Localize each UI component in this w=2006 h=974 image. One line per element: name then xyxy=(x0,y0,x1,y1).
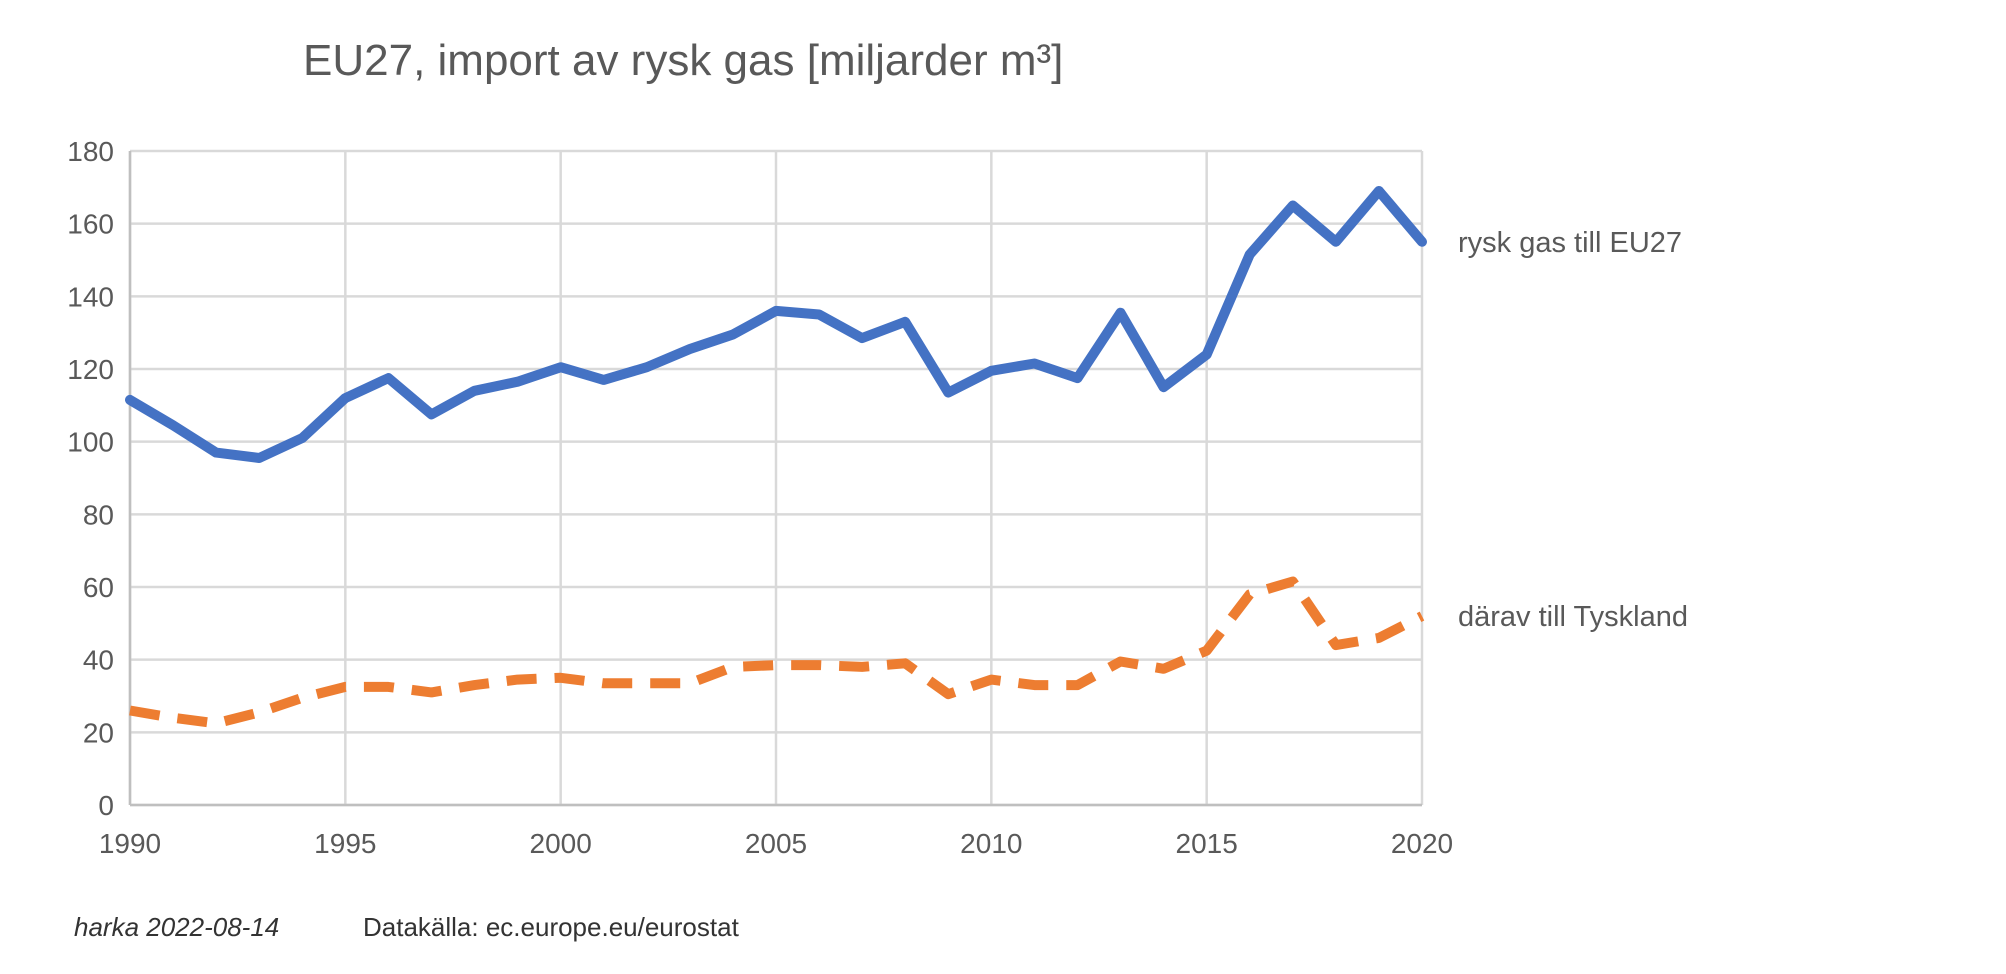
x-tick-label-2015: 2015 xyxy=(1176,828,1238,859)
y-tick-label-100: 100 xyxy=(67,427,114,458)
series-labels: rysk gas till EU27 därav till Tyskland xyxy=(1458,227,1688,633)
x-tick-label-2010: 2010 xyxy=(960,828,1022,859)
y-tick-label-180: 180 xyxy=(67,136,114,167)
x-tick-label-1995: 1995 xyxy=(314,828,376,859)
x-tick-label-1990: 1990 xyxy=(99,828,161,859)
y-tick-label-20: 20 xyxy=(83,717,114,748)
y-tick-label-80: 80 xyxy=(83,499,114,530)
author-credit: harka 2022-08-14 xyxy=(74,912,280,942)
series-label-rysk-gas-till-eu27: rysk gas till EU27 xyxy=(1458,227,1682,259)
y-tick-label-0: 0 xyxy=(98,790,114,821)
chart-title: EU27, import av rysk gas [miljarder m³] xyxy=(303,36,1064,85)
x-tick-label-2000: 2000 xyxy=(530,828,592,859)
y-tick-label-140: 140 xyxy=(67,281,114,312)
y-tick-label-120: 120 xyxy=(67,354,114,385)
y-tick-label-60: 60 xyxy=(83,572,114,603)
axes xyxy=(128,151,1422,807)
y-axis-tick-labels: 0 20 40 60 80 100 120 140 160 180 xyxy=(67,136,114,821)
series-line-rysk-gas-till-eu27 xyxy=(125,186,1427,463)
series-lines xyxy=(125,186,1427,729)
x-tick-label-2005: 2005 xyxy=(745,828,807,859)
x-tick-label-2020: 2020 xyxy=(1391,828,1453,859)
data-source: Datakälla: ec.europe.eu/eurostat xyxy=(363,912,739,942)
y-tick-label-160: 160 xyxy=(67,209,114,240)
series-label-d-rav-till-tyskland: därav till Tyskland xyxy=(1458,601,1688,633)
y-tick-label-40: 40 xyxy=(83,645,114,676)
x-axis-tick-labels: 1990 1995 2000 2005 2010 2015 2020 xyxy=(99,828,1453,859)
series-line-d-rav-till-tyskland xyxy=(129,576,1425,729)
grid-lines xyxy=(128,149,1424,807)
